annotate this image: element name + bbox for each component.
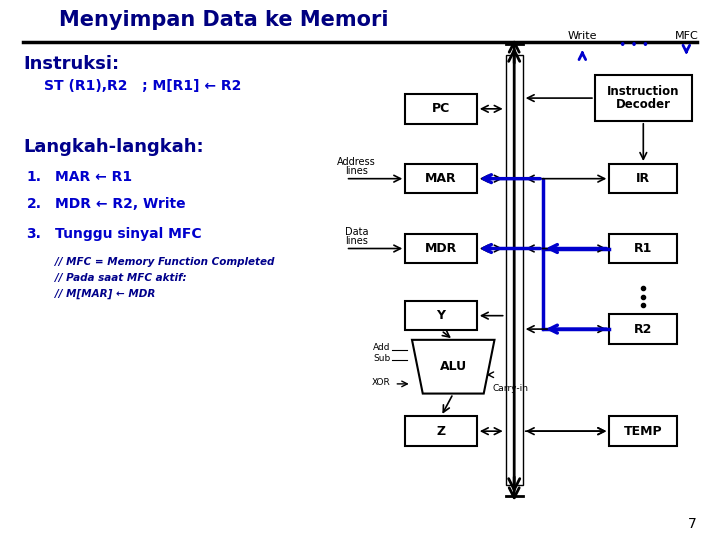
Text: Menyimpan Data ke Memori: Menyimpan Data ke Memori [59,10,388,30]
Text: Carry-in: Carry-in [492,384,528,393]
Text: MAR: MAR [426,172,457,185]
Polygon shape [412,340,495,394]
FancyBboxPatch shape [609,234,678,264]
Text: 3.: 3. [27,227,41,241]
FancyBboxPatch shape [405,94,477,124]
Text: Y: Y [436,309,446,322]
Text: Z: Z [436,424,446,437]
Text: XOR: XOR [372,379,391,387]
FancyBboxPatch shape [609,164,678,193]
Text: // Pada saat MFC aktif:: // Pada saat MFC aktif: [55,273,186,283]
Text: Tunggu sinyal MFC: Tunggu sinyal MFC [55,227,202,241]
Text: Sub: Sub [374,354,391,363]
Text: Decoder: Decoder [616,98,671,111]
Text: IR: IR [636,172,650,185]
Text: 1.: 1. [27,170,42,184]
FancyBboxPatch shape [609,314,678,344]
FancyBboxPatch shape [405,416,477,446]
Text: Instruction: Instruction [607,85,680,98]
FancyBboxPatch shape [505,55,523,485]
Text: // MFC = Memory Function Completed: // MFC = Memory Function Completed [55,256,274,267]
Text: PC: PC [432,103,450,116]
FancyBboxPatch shape [609,416,678,446]
Text: lines: lines [345,236,368,246]
Text: MDR: MDR [425,242,457,255]
Text: ALU: ALU [440,360,467,373]
Text: ST (R1),R2   ; M[R1] ← R2: ST (R1),R2 ; M[R1] ← R2 [45,79,242,93]
Text: 7: 7 [688,517,697,531]
FancyBboxPatch shape [405,234,477,264]
Text: R2: R2 [634,322,652,335]
Text: R1: R1 [634,242,652,255]
Text: 2.: 2. [27,197,42,211]
Text: Data: Data [345,227,368,237]
FancyBboxPatch shape [405,164,477,193]
Text: // M[MAR] ← MDR: // M[MAR] ← MDR [55,289,156,299]
Text: lines: lines [345,166,368,177]
Text: • • •: • • • [619,39,649,52]
FancyBboxPatch shape [405,301,477,330]
Text: TEMP: TEMP [624,424,662,437]
Text: Address: Address [337,157,376,167]
Text: MFC: MFC [675,31,698,41]
Text: Langkah-langkah:: Langkah-langkah: [23,138,204,156]
Text: MAR ← R1: MAR ← R1 [55,170,132,184]
FancyBboxPatch shape [595,75,692,121]
Text: Write: Write [567,31,597,41]
Text: Add: Add [374,343,391,353]
Text: Instruksi:: Instruksi: [23,55,119,72]
Text: MDR ← R2, Write: MDR ← R2, Write [55,197,186,211]
